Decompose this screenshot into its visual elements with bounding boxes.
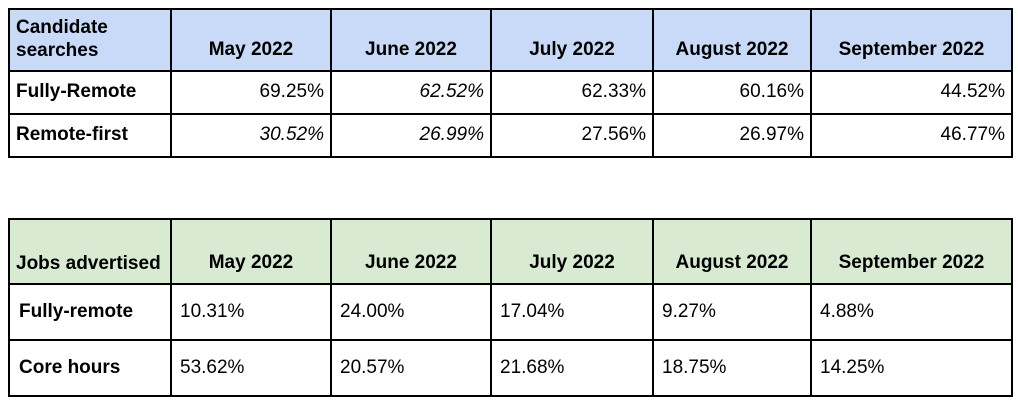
row-label-core-hours: Core hours bbox=[8, 339, 172, 397]
cell-value: 27.56% bbox=[490, 113, 654, 158]
cell-value: 14.25% bbox=[810, 339, 1013, 397]
jobs-advertised-title: Jobs advertised bbox=[8, 218, 172, 285]
cell-value: 53.62% bbox=[170, 339, 332, 397]
row-label-fully-remote: Fully-remote bbox=[8, 283, 172, 341]
cell-value: 69.25% bbox=[170, 70, 332, 115]
cell-value: 18.75% bbox=[652, 339, 812, 397]
column-header-may-2022: May 2022 bbox=[170, 218, 332, 285]
cell-value: 21.68% bbox=[490, 339, 654, 397]
candidate-searches-header-row: Candidate searches May 2022 June 2022 Ju… bbox=[8, 8, 1013, 72]
cell-value: 44.52% bbox=[810, 70, 1013, 115]
column-header-august-2022: August 2022 bbox=[652, 218, 812, 285]
cell-value: 26.97% bbox=[652, 113, 812, 158]
row-label-fully-remote: Fully-Remote bbox=[8, 70, 172, 115]
column-header-september-2022: September 2022 bbox=[810, 8, 1013, 72]
jobs-advertised-table: Jobs advertised May 2022 June 2022 July … bbox=[8, 218, 1013, 397]
table-row-core-hours-jobs: Core hours 53.62% 20.57% 21.68% 18.75% 1… bbox=[8, 339, 1013, 397]
cell-value: 26.99% bbox=[330, 113, 492, 158]
row-label-remote-first: Remote-first bbox=[8, 113, 172, 158]
column-header-july-2022: July 2022 bbox=[490, 218, 654, 285]
cell-value: 10.31% bbox=[170, 283, 332, 341]
cell-value: 17.04% bbox=[490, 283, 654, 341]
cell-value: 20.57% bbox=[330, 339, 492, 397]
cell-value: 62.33% bbox=[490, 70, 654, 115]
cell-value: 62.52% bbox=[330, 70, 492, 115]
column-header-august-2022: August 2022 bbox=[652, 8, 812, 72]
table-row-remote-first-searches: Remote-first 30.52% 26.99% 27.56% 26.97%… bbox=[8, 113, 1013, 158]
table-row-fully-remote-jobs: Fully-remote 10.31% 24.00% 17.04% 9.27% … bbox=[8, 283, 1013, 341]
table-row-fully-remote-searches: Fully-Remote 69.25% 62.52% 62.33% 60.16%… bbox=[8, 70, 1013, 115]
column-header-september-2022: September 2022 bbox=[810, 218, 1013, 285]
column-header-may-2022: May 2022 bbox=[170, 8, 332, 72]
candidate-searches-table: Candidate searches May 2022 June 2022 Ju… bbox=[8, 8, 1013, 158]
cell-value: 30.52% bbox=[170, 113, 332, 158]
cell-value: 4.88% bbox=[810, 283, 1013, 341]
column-header-june-2022: June 2022 bbox=[330, 218, 492, 285]
cell-value: 9.27% bbox=[652, 283, 812, 341]
cell-value: 60.16% bbox=[652, 70, 812, 115]
cell-value: 46.77% bbox=[810, 113, 1013, 158]
jobs-advertised-header-row: Jobs advertised May 2022 June 2022 July … bbox=[8, 218, 1013, 285]
column-header-june-2022: June 2022 bbox=[330, 8, 492, 72]
cell-value: 24.00% bbox=[330, 283, 492, 341]
candidate-searches-title: Candidate searches bbox=[8, 8, 172, 72]
column-header-july-2022: July 2022 bbox=[490, 8, 654, 72]
